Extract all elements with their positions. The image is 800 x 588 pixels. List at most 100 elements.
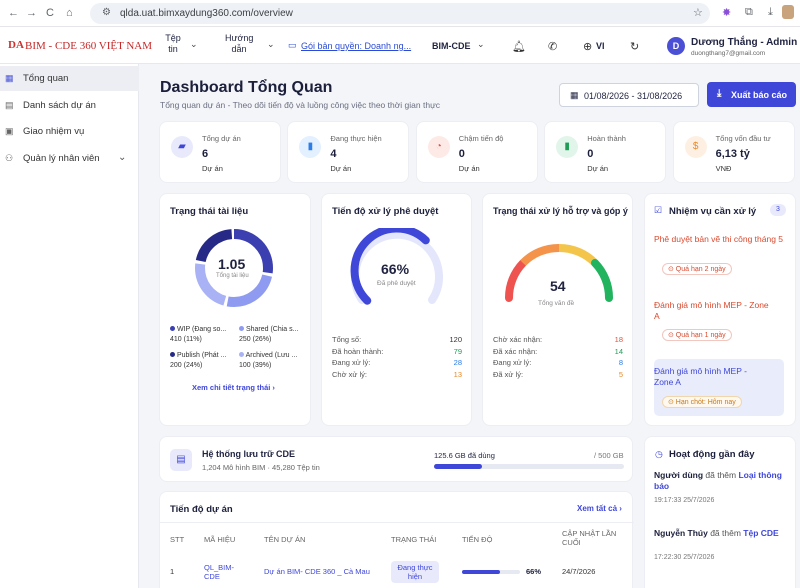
- folder-icon: ▭: [288, 40, 297, 50]
- cell-project-name[interactable]: Dự án BIM- CDE 360 _ Cà Mau: [264, 567, 370, 576]
- workspace-select[interactable]: BIM-CDE: [432, 41, 471, 51]
- stat-card[interactable]: ▰ Tổng dự án 6 Dự án: [159, 121, 281, 183]
- site-info-icon[interactable]: ⚙: [102, 7, 111, 18]
- export-report-button[interactable]: ⤓ Xuất báo cáo: [707, 82, 796, 107]
- stat-card[interactable]: $ Tổng vốn đầu tư 6,13 tỷ VNĐ: [672, 121, 795, 183]
- extensions-puzzle-icon[interactable]: ⧉: [745, 6, 753, 18]
- sidebar-item-overview[interactable]: ▦ Tổng quan: [0, 66, 139, 91]
- support-gauge: [504, 243, 614, 302]
- sidebar-item-tasks[interactable]: ▣ Giao nhiệm vụ: [0, 119, 139, 144]
- language-select[interactable]: VI: [596, 41, 605, 51]
- approval-panel: Tiến độ xử lý phê duyệt 66% Đã phê duyệt…: [321, 193, 472, 426]
- download-icon[interactable]: ⤓: [768, 6, 773, 18]
- support-center-label: Tổng văn đề: [538, 300, 575, 307]
- task-item-title[interactable]: Phê duyệt bản vẽ thi công tháng 5: [654, 234, 784, 244]
- globe-icon[interactable]: ⊕: [583, 41, 593, 53]
- chevron-down-icon[interactable]: ⌄: [190, 39, 198, 49]
- stat-card[interactable]: ◔ Chậm tiến độ 0 Dự án: [415, 121, 538, 183]
- stat-card[interactable]: ▮ Đang thực hiện 4 Dự án: [287, 121, 410, 183]
- home-icon[interactable]: ⌂: [66, 7, 73, 19]
- app-header: DA BIM - CDE 360 VIỆT NAM Tệp tin ⌄ Hướn…: [0, 27, 800, 64]
- support-total-value: 54: [550, 278, 566, 294]
- gauge-segment-orange: [520, 243, 560, 266]
- tasks-count-badge: 3: [770, 204, 786, 216]
- reload-icon[interactable]: C: [46, 7, 54, 19]
- date-range-picker[interactable]: ▦ 01/08/2026 - 31/08/2026: [559, 83, 699, 107]
- stat-row-value: 14: [614, 346, 623, 356]
- stat-unit: Dự án: [587, 164, 609, 173]
- doc-total-value: 1.05: [218, 256, 246, 272]
- profile-avatar-icon[interactable]: [782, 5, 794, 19]
- panel-title: Trạng thái xử lý hỗ trợ và góp ý: [493, 206, 628, 216]
- logo-text[interactable]: BIM - CDE 360 VIỆT NAM: [25, 40, 153, 52]
- task-due-badge: ⊙ Quá hạn 1 ngày: [662, 329, 732, 341]
- forward-icon[interactable]: →: [26, 7, 37, 19]
- history-icon[interactable]: ↻: [630, 41, 640, 53]
- extension-icon[interactable]: ✸: [722, 7, 732, 19]
- activity-panel: ◷ Hoạt động gần đây: [644, 436, 796, 588]
- donut-segment-shared: [195, 229, 273, 307]
- stat-row-label: Tổng số:: [332, 335, 362, 344]
- task-item-title[interactable]: Đánh giá mô hình MEP - Zone A: [654, 300, 769, 321]
- stat-value: 0: [458, 148, 465, 160]
- activity-time: 17:22:30 25/7/2026: [654, 554, 715, 561]
- chevron-down-icon[interactable]: ⌄: [477, 39, 485, 49]
- sidebar-item-staff[interactable]: ⚇ Quản lý nhân viên ⌄: [0, 146, 139, 171]
- stat-unit: Dự án: [202, 164, 223, 173]
- guide-menu[interactable]: Hướng dẫn: [225, 33, 254, 54]
- legend-item-shared: Shared (Chia s... 250 (26%): [239, 326, 299, 343]
- date-range-text: 01/08/2026 - 31/08/2026: [584, 91, 683, 101]
- doc-status-detail-link[interactable]: Xem chi tiết trạng thái ›: [192, 383, 275, 392]
- cell-updated: 24/7/2026: [562, 567, 596, 576]
- download-icon: ⤓: [717, 88, 722, 99]
- task-item-title[interactable]: Đánh giá mô hình MEP - Zone A: [654, 366, 747, 387]
- doc-status-panel: Trạng thái tài liệu 1.05 Tổng tài liệu W…: [159, 193, 311, 426]
- activity-item[interactable]: Nguyễn Thúy đã thêm Tệp CDE: [654, 528, 779, 538]
- activity-item[interactable]: Người dùng đã thêm Loại thông báo: [654, 470, 782, 491]
- sidebar-item-label: Tổng quan: [23, 73, 69, 84]
- column-header: TIẾN ĐỘ: [462, 535, 493, 544]
- progress-fill: [462, 570, 501, 574]
- stat-row-label: Đã xác nhận:: [493, 346, 538, 356]
- cell-progress-label: 66%: [526, 567, 542, 576]
- stat-label: Tổng dự án: [202, 134, 241, 143]
- phone-icon[interactable]: ✆: [548, 41, 558, 53]
- gauge-segment-yellow: [558, 243, 598, 266]
- stat-row-label: Đang xử lý:: [493, 358, 532, 367]
- avatar[interactable]: D: [667, 37, 685, 55]
- user-email: duongthang7@gmail.com: [691, 50, 766, 57]
- checkbox-icon: ☑: [654, 205, 663, 215]
- panel-title: Tiến độ xử lý phê duyệt: [332, 206, 439, 217]
- user-name[interactable]: Dương Thắng - Admin: [691, 37, 798, 48]
- bookmark-star-icon[interactable]: ☆: [693, 7, 703, 19]
- bell-icon[interactable]: 🔔︎: [512, 41, 526, 53]
- clipboard-icon: ▣: [5, 126, 14, 136]
- stat-label: Hoàn thành: [587, 134, 626, 143]
- license-link[interactable]: Gói bản quyền: Doanh ng...: [301, 41, 412, 51]
- stat-label: Đang thực hiện: [330, 134, 382, 143]
- column-header: CẬP NHẬT LẦN CUỐI: [562, 529, 617, 547]
- gauge-segment-green: [591, 259, 614, 302]
- file-menu[interactable]: Tệp tin: [165, 33, 181, 54]
- storage-title: Hệ thống lưu trữ CDE: [202, 449, 296, 459]
- chevron-down-icon[interactable]: ⌄: [118, 152, 127, 163]
- support-panel: Trạng thái xử lý hỗ trợ và góp ý 54 Tổng…: [482, 193, 633, 426]
- address-bar[interactable]: ⚙ qlda.uat.bimxaydung360.com/overview: [90, 3, 710, 24]
- panel-title: Hoạt động gần đây: [669, 449, 755, 460]
- stat-value: 0: [587, 148, 594, 160]
- gauge-fill: [350, 228, 430, 305]
- sidebar-item-projects[interactable]: ▤ Danh sách dự án: [0, 93, 139, 118]
- see-all-link[interactable]: Xem tất cả ›: [577, 504, 622, 513]
- stat-card[interactable]: ▮ Hoàn thành 0 Dự án: [544, 121, 667, 183]
- page-title: Dashboard Tổng Quan: [160, 79, 333, 96]
- clock-alert-icon: ◔: [427, 136, 450, 158]
- calendar-icon: ▦: [570, 90, 579, 100]
- donut-segment-archived: [195, 229, 273, 307]
- cell-code[interactable]: QL_BIM-CDE: [204, 563, 235, 581]
- storage-bar-track: [434, 464, 624, 469]
- chevron-down-icon[interactable]: ⌄: [267, 39, 275, 49]
- bar-chart-icon: ▮: [556, 136, 579, 158]
- back-icon[interactable]: ←: [8, 7, 19, 19]
- column-header: TÊN DỰ ÁN: [264, 535, 306, 544]
- logo-mark: DA: [8, 39, 24, 51]
